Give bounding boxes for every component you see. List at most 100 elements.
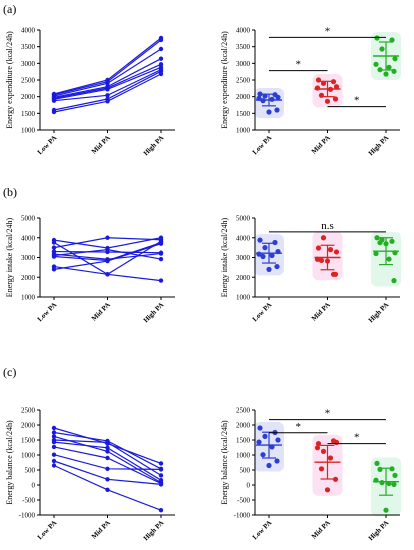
- panel-label-c: (c): [3, 365, 16, 379]
- x-tick-label: High PA: [367, 134, 391, 158]
- data-point: [389, 466, 395, 472]
- data-point: [374, 35, 380, 41]
- y-tick-label: 3000: [236, 254, 251, 262]
- y-tick-label: 4000: [21, 27, 36, 35]
- data-point: [260, 98, 266, 104]
- data-point: [269, 444, 275, 450]
- x-tick-label: Low PA: [251, 519, 273, 541]
- data-point: [51, 109, 57, 115]
- data-point: [105, 440, 110, 445]
- data-point: [158, 241, 164, 246]
- data-point: [158, 37, 164, 43]
- data-point: [158, 473, 164, 478]
- data-point: [318, 257, 325, 264]
- data-point: [51, 245, 57, 250]
- data-point: [105, 272, 110, 277]
- data-point: [391, 481, 397, 487]
- data-point: [158, 251, 164, 256]
- y-axis-title: Energy balance (kcal/24h): [5, 420, 14, 505]
- data-point: [386, 480, 392, 487]
- x-tick-label: High PA: [142, 134, 166, 158]
- x-tick-label: High PA: [367, 301, 391, 325]
- data-point: [105, 81, 110, 86]
- x-tick-label: Mid PA: [90, 301, 112, 323]
- data-point: [374, 235, 380, 241]
- y-tick-label: 4000: [21, 234, 36, 242]
- x-tick-label: High PA: [142, 519, 166, 543]
- x-tick-label: Low PA: [36, 519, 58, 541]
- y-tick-label: 2000: [21, 422, 36, 430]
- data-point: [315, 245, 322, 251]
- y-tick-label: 3000: [236, 60, 251, 68]
- y-axis-title: Energy expenditure (kcal/24h): [5, 31, 14, 129]
- data-point: [389, 238, 395, 244]
- data-point: [327, 247, 334, 253]
- data-point: [274, 458, 280, 464]
- data-point: [333, 439, 340, 445]
- y-tick-label: 1000: [21, 127, 36, 135]
- data-point: [379, 480, 385, 486]
- data-point: [158, 482, 164, 487]
- x-tick-label: Mid PA: [90, 134, 112, 156]
- data-point: [374, 460, 380, 466]
- data-point: [377, 67, 383, 73]
- data-point: [105, 445, 110, 450]
- data-point: [274, 263, 280, 270]
- data-point: [105, 449, 110, 454]
- y-tick-label: 2000: [236, 93, 251, 101]
- y-tick-label: -1000: [234, 512, 251, 520]
- data-point: [51, 452, 57, 457]
- data-point: [383, 241, 389, 247]
- y-tick-label: 500: [240, 467, 251, 475]
- data-point: [272, 239, 278, 246]
- data-point: [105, 99, 110, 104]
- data-point: [105, 466, 110, 471]
- y-tick-label: 2000: [21, 274, 36, 282]
- data-point: [389, 37, 395, 43]
- x-tick-label: Low PA: [251, 134, 273, 156]
- y-tick-label: -1000: [19, 512, 36, 520]
- data-point: [266, 266, 272, 272]
- significance-label: *: [325, 408, 331, 420]
- data-point: [383, 71, 389, 77]
- data-point: [105, 235, 110, 240]
- y-tick-label: 3500: [21, 43, 36, 51]
- data-point: [320, 448, 327, 454]
- data-point: [256, 95, 262, 101]
- data-point: [51, 267, 57, 272]
- data-point: [262, 433, 268, 439]
- data-point: [256, 439, 262, 445]
- data-point: [105, 87, 110, 92]
- data-point: [51, 444, 57, 450]
- data-point: [262, 245, 268, 251]
- y-tick-label: 1000: [21, 452, 36, 460]
- data-point: [333, 249, 340, 255]
- x-tick-label: Low PA: [36, 134, 58, 156]
- y-tick-label: 1000: [21, 294, 36, 302]
- data-point: [105, 487, 110, 492]
- y-tick-label: 500: [25, 467, 36, 475]
- data-point: [275, 94, 281, 100]
- y-tick-label: 5000: [236, 215, 251, 223]
- data-point: [51, 434, 57, 439]
- panel-label-a: (a): [3, 2, 16, 16]
- significance-label: *: [325, 25, 331, 37]
- data-point: [257, 237, 263, 243]
- y-axis-title: Energy expenditure (kcal/24h): [220, 31, 229, 129]
- data-point: [314, 85, 321, 91]
- data-point: [51, 458, 57, 464]
- data-point: [266, 462, 272, 469]
- y-tick-label: -500: [22, 497, 35, 505]
- x-tick-label: High PA: [142, 301, 166, 325]
- data-point: [318, 466, 325, 472]
- y-tick-label: 2500: [21, 407, 36, 415]
- data-point: [386, 64, 392, 70]
- data-point: [105, 247, 110, 252]
- data-point: [324, 98, 331, 104]
- data-point: [320, 235, 327, 241]
- data-point: [266, 109, 272, 115]
- data-point: [269, 252, 275, 259]
- data-point: [260, 253, 266, 260]
- y-axis-title: Energy intake (kcal/24h): [220, 217, 229, 297]
- data-point: [275, 437, 281, 443]
